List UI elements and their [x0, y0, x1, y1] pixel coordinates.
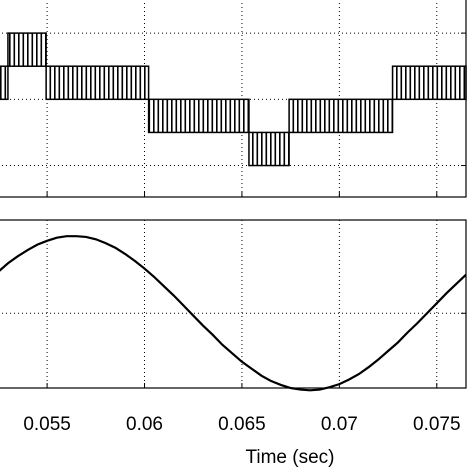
switching-band [0, 65, 9, 101]
switching-band [45, 65, 150, 101]
x-tick-label: 0.075 [413, 414, 461, 435]
axes-box [0, 219, 467, 389]
x-tick-label: 0.055 [23, 414, 71, 435]
x-axis-label: Time (sec) [245, 447, 334, 468]
switching-band [147, 98, 250, 134]
data-line [0, 235, 467, 392]
x-tick-label: 0.06 [126, 414, 163, 435]
x-tick-label: 0.07 [321, 414, 358, 435]
switching-band [288, 98, 394, 134]
switching-band [7, 32, 47, 67]
axes-box [0, 0, 467, 198]
x-tick-label: 0.065 [218, 414, 266, 435]
switching-band [248, 131, 290, 167]
switching-band [391, 65, 467, 101]
